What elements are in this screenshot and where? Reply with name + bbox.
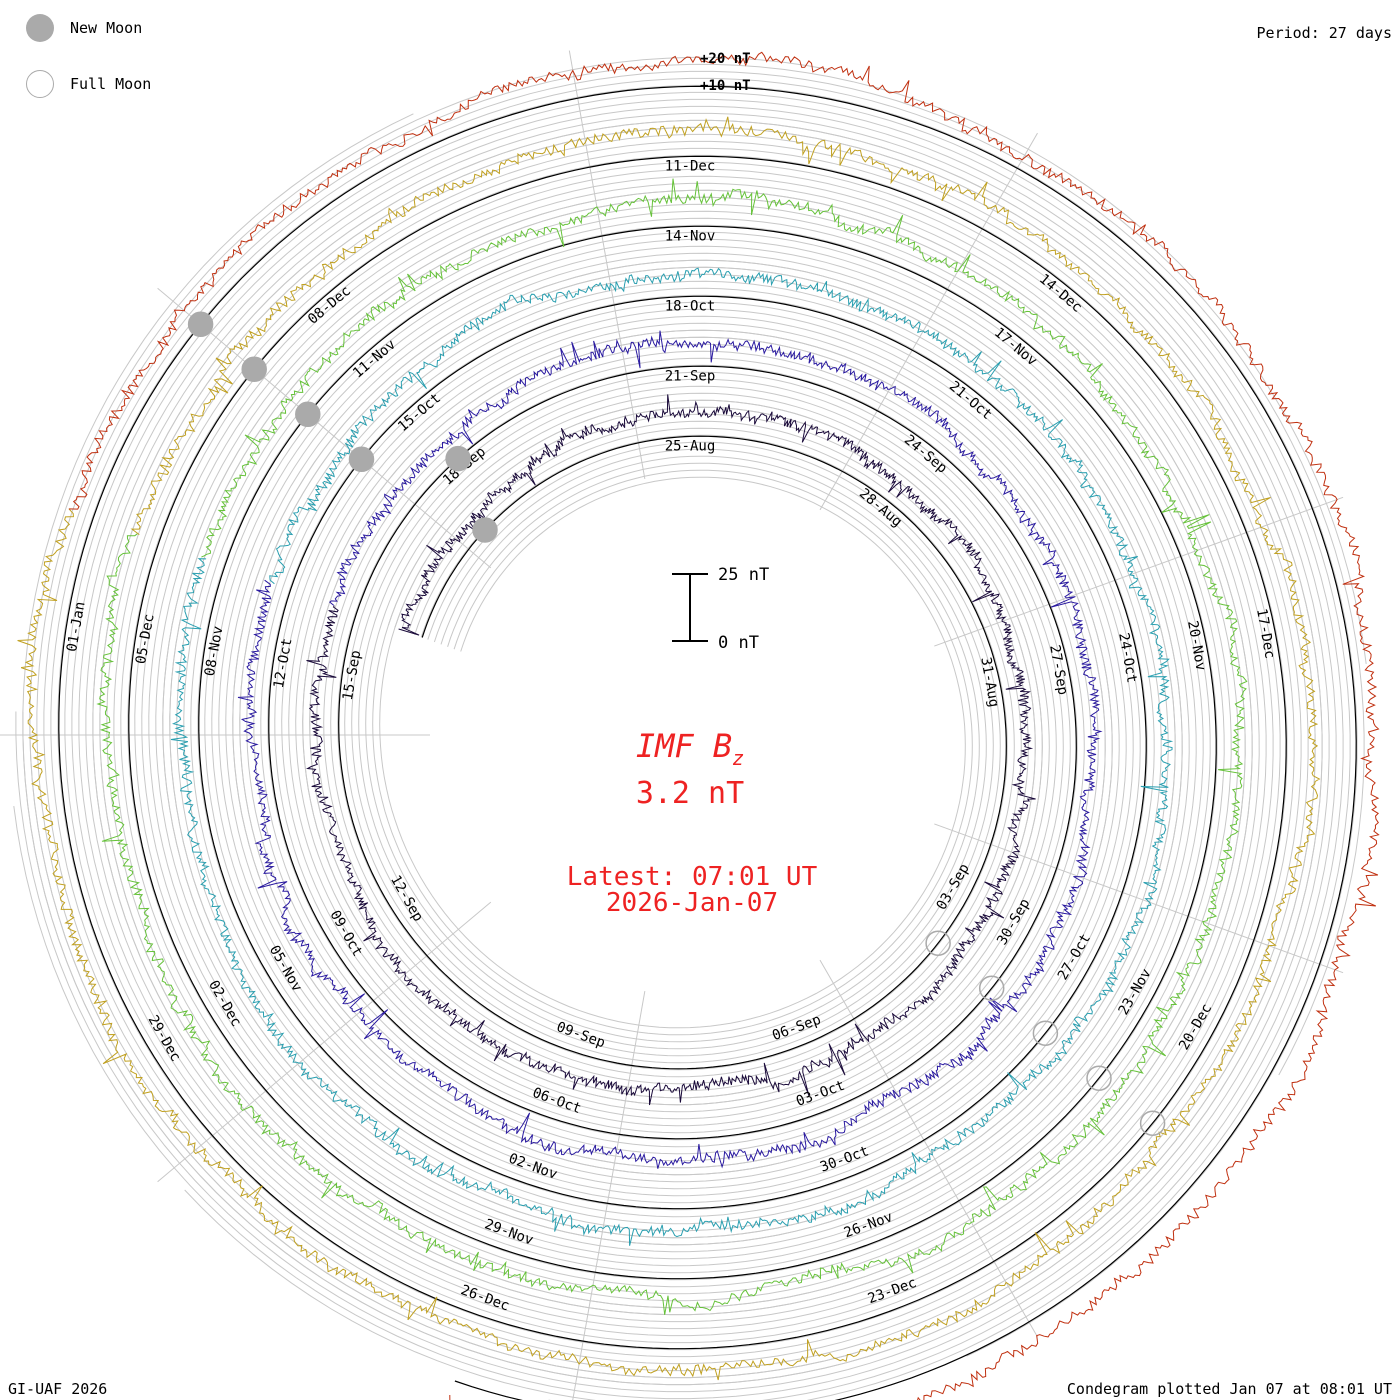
date-label: 08-Dec <box>305 283 354 328</box>
imf-trace-ring-6 <box>68 51 1380 1400</box>
date-label: 17-Dec <box>1253 607 1278 660</box>
date-label: 01-Jan <box>64 601 89 654</box>
footer-plotted-time: Condegram plotted Jan 07 at 08:01 UT <box>1066 1380 1392 1398</box>
center-value: 3.2 nT <box>636 776 744 811</box>
date-label: 27-Sep <box>1046 644 1071 697</box>
date-label: 12-Oct <box>271 637 296 690</box>
imf-trace-ring-4 <box>96 178 1248 1315</box>
moon-marker-layer <box>187 311 1166 1136</box>
grid-layer <box>0 50 1367 1400</box>
date-label: 23-Dec <box>866 1275 919 1307</box>
grid-spiral <box>15 112 1330 1393</box>
scale-bar-top-label: 25 nT <box>718 565 769 585</box>
full-moon-icon <box>26 70 54 98</box>
scale-bar: 25 nT 0 nT <box>672 565 769 653</box>
full-moon-marker <box>1139 1110 1166 1136</box>
full-moon-marker <box>1032 1020 1059 1046</box>
ring-scale-label-20: +20 nT <box>700 51 751 67</box>
legend-full-moon-label: Full Moon <box>70 75 152 93</box>
grid-spiral <box>50 77 1365 1358</box>
center-title: IMF Bz <box>636 727 744 770</box>
date-label: 31-Aug <box>977 656 1002 709</box>
grid-spiral <box>43 70 1367 1365</box>
ring-scale-label-10: +10 nT <box>700 78 751 94</box>
imf-trace-ring-2 <box>237 330 1103 1169</box>
legend-new-moon: New Moon <box>26 14 142 42</box>
grid-spoke <box>934 823 1344 974</box>
date-label: 11-Dec <box>665 158 716 174</box>
scale-bar-bottom-label: 0 nT <box>718 633 759 653</box>
date-label: 05-Dec <box>133 613 158 666</box>
new-moon-marker <box>472 517 498 543</box>
new-moon-marker <box>295 401 321 428</box>
center-info: IMF Bz 3.2 nT Latest: 07:01 UT 2026-Jan-… <box>567 727 818 918</box>
latest-date: 2026-Jan-07 <box>606 888 778 918</box>
legend-new-moon-label: New Moon <box>70 19 143 37</box>
new-moon-marker <box>348 446 375 473</box>
date-label: 08-Nov <box>202 625 227 678</box>
new-moon-icon <box>26 14 54 42</box>
date-label: 14-Nov <box>665 228 716 244</box>
grid-spoke <box>157 901 492 1183</box>
date-label: 20-Nov <box>1184 619 1209 672</box>
grid-spoke <box>819 132 1038 511</box>
date-label: 24-Oct <box>1115 632 1140 685</box>
full-moon-marker <box>978 975 1005 1001</box>
grid-spiral <box>64 91 1351 1400</box>
grid-spiral <box>13 105 1337 1400</box>
center-title-main: IMF B <box>636 727 732 765</box>
date-label: 15-Oct <box>395 390 444 435</box>
center-title-sub: z <box>732 746 744 770</box>
footer-credit: GI-UAF 2026 <box>8 1380 108 1398</box>
legend-full-moon: Full Moon <box>26 70 151 98</box>
imf-trace-ring-5 <box>17 116 1321 1381</box>
full-moon-marker <box>1086 1065 1112 1091</box>
new-moon-marker <box>241 356 267 383</box>
grid-spiral <box>29 56 1316 1379</box>
grid-spiral <box>36 63 1309 1372</box>
date-label: 15-Sep <box>340 649 365 702</box>
date-label: 26-Dec <box>458 1282 511 1314</box>
grid-spoke <box>572 990 646 1400</box>
full-moon-marker <box>925 930 951 956</box>
imf-trace-ring-1 <box>305 394 1036 1106</box>
date-label: 21-Sep <box>665 368 716 384</box>
grid-spoke <box>568 50 646 480</box>
trace-layer <box>17 51 1380 1400</box>
period-label: Period: 27 days <box>1256 24 1392 42</box>
baseline-spiral <box>58 85 1357 1400</box>
date-label: 18-Oct <box>665 298 716 314</box>
date-label: 25-Aug <box>665 438 716 454</box>
imf-trace-ring-3 <box>170 267 1174 1246</box>
grid-spiral <box>57 84 1358 1357</box>
grid-spoke <box>157 287 492 569</box>
latest-time: Latest: 07:01 UT <box>567 862 818 892</box>
date-label: 11-Nov <box>350 337 399 382</box>
new-moon-marker <box>187 311 214 338</box>
grid-spiral <box>71 98 1344 1400</box>
new-moon-marker <box>445 445 471 472</box>
grid-spoke <box>819 959 1038 1338</box>
